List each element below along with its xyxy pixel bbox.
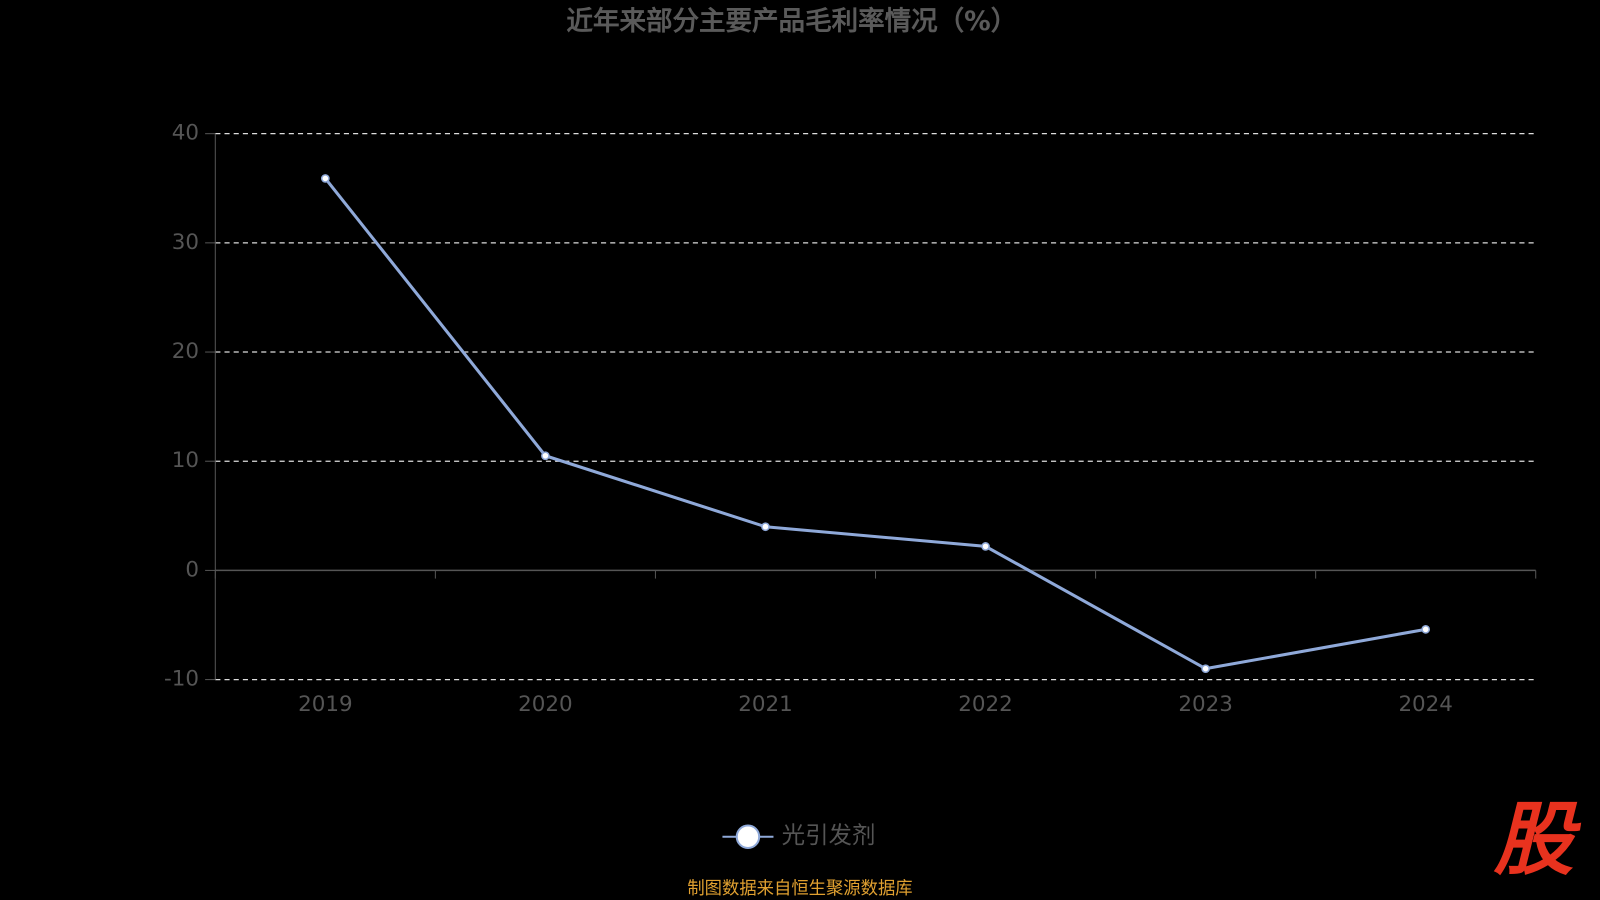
x-tick-label: 2021: [738, 692, 792, 717]
data-point: [761, 522, 770, 532]
source-note: 制图数据来自恒生聚源数据库: [687, 879, 912, 899]
legend-marker: [735, 824, 761, 849]
logo: 股: [1493, 793, 1582, 886]
chart-title: 近年来部分主要产品毛利率情况（%）: [566, 6, 1017, 37]
y-tick-label: -10: [164, 667, 199, 692]
data-point: [1421, 625, 1431, 634]
y-tick-label: 40: [172, 121, 199, 146]
x-tick-label: 2024: [1398, 692, 1452, 717]
x-tick-label: 2022: [958, 692, 1012, 717]
y-tick-label: 10: [172, 448, 199, 473]
x-tick-label: 2019: [298, 692, 352, 717]
x-tick-label: 2020: [518, 692, 572, 717]
x-tick-label: 2023: [1178, 692, 1232, 717]
y-tick-label: 0: [185, 557, 199, 582]
data-point: [321, 174, 330, 183]
y-tick-label: 20: [172, 339, 199, 364]
y-tick-label: 30: [172, 230, 199, 255]
data-point: [981, 542, 990, 551]
legend-label: 光引发剂: [782, 821, 876, 849]
data-point: [1201, 664, 1210, 674]
data-point: [541, 451, 550, 461]
series-line: [324, 177, 1426, 671]
